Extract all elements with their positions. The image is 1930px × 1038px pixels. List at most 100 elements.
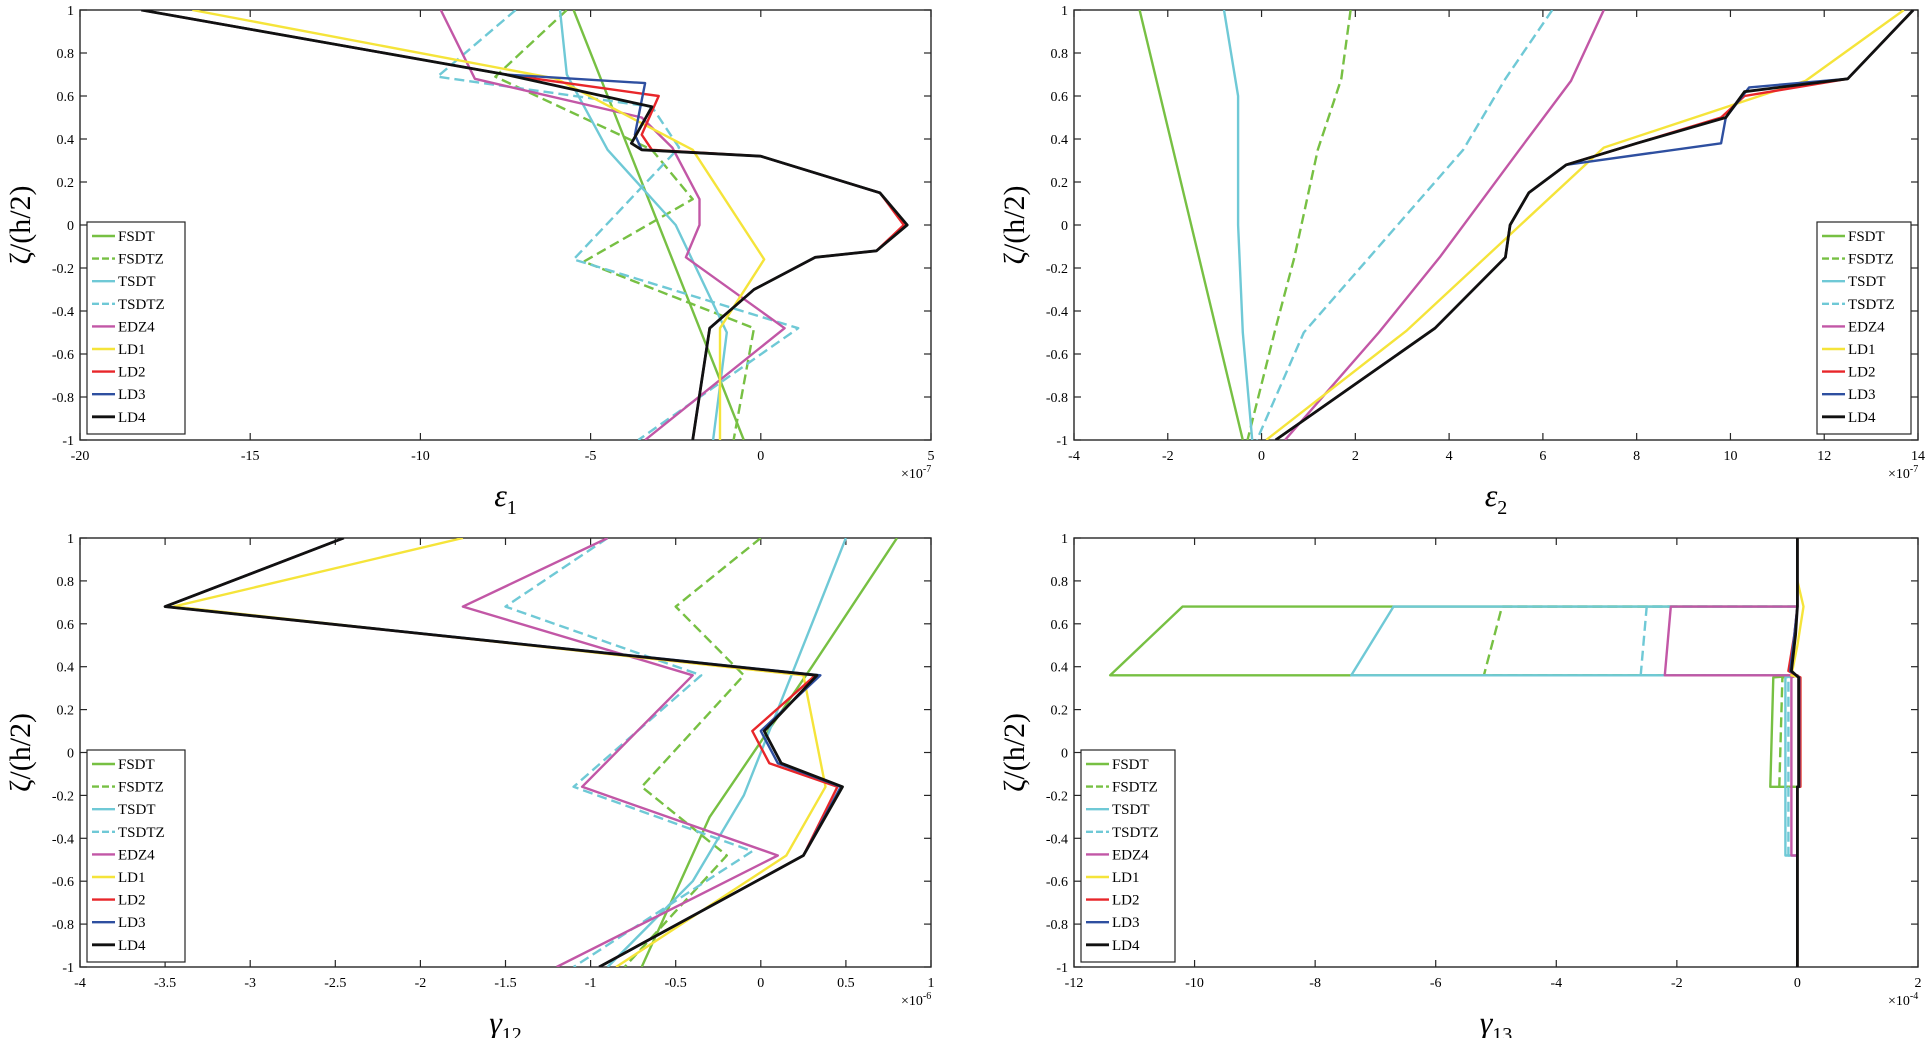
x-tick-label: -2.5 bbox=[324, 976, 346, 991]
x-tick-label: -0.5 bbox=[665, 976, 687, 991]
y-tick-label: 0.2 bbox=[57, 176, 75, 191]
series-line-tsdtz bbox=[504, 538, 754, 967]
y-tick-label: 0.4 bbox=[1051, 133, 1069, 148]
series-line-tsdtz bbox=[436, 10, 800, 440]
series-line-ld1 bbox=[192, 10, 766, 440]
y-tick-label: 0 bbox=[67, 747, 74, 762]
x-axis-label: ε1 bbox=[494, 477, 517, 519]
series-line-ld4 bbox=[1274, 10, 1915, 440]
y-tick-label: 0.8 bbox=[57, 47, 75, 62]
y-tick-label: 0.8 bbox=[1051, 575, 1069, 590]
y-tick-label: -0.6 bbox=[52, 875, 74, 890]
legend-label-ld3: LD3 bbox=[1848, 387, 1876, 403]
legend-label-ld4: LD4 bbox=[1848, 410, 1876, 426]
x-tick-label: 0 bbox=[757, 449, 764, 464]
x-exponent-label: ×10-7 bbox=[901, 464, 931, 482]
x-tick-label: -20 bbox=[71, 449, 90, 464]
y-tick-label: -0.8 bbox=[52, 918, 74, 933]
x-tick-label: 8 bbox=[1633, 449, 1640, 464]
x-tick-label: 2 bbox=[1915, 976, 1922, 991]
x-tick-label: 12 bbox=[1817, 449, 1831, 464]
x-tick-label: -5 bbox=[585, 449, 597, 464]
x-tick-label: -10 bbox=[1185, 976, 1204, 991]
y-tick-label: -0.8 bbox=[52, 391, 74, 406]
y-tick-label: 0.8 bbox=[57, 575, 75, 590]
x-tick-label: 0.5 bbox=[837, 976, 855, 991]
chart-panel-2: -4 -2 0 2 4 6 8 10 12 14 -1 -0.8 -0.6 -0.4 -0.2 0 0.2 0.4… bbox=[998, 4, 1925, 519]
legend-label-ld2: LD2 bbox=[118, 365, 146, 381]
y-axis-label: ζ/(h/2) bbox=[4, 713, 37, 792]
series-group bbox=[1108, 538, 1805, 967]
legend-label-ld4: LD4 bbox=[118, 938, 146, 954]
y-tick-label: 0 bbox=[1061, 219, 1068, 234]
legend-label-tsdt: TSDT bbox=[1848, 274, 1886, 290]
series-line-fsdtz bbox=[1246, 10, 1352, 440]
series-group bbox=[141, 10, 909, 440]
x-tick-label: -12 bbox=[1065, 976, 1084, 991]
y-tick-label: -1 bbox=[1056, 961, 1068, 976]
legend-label-edz4: EDZ4 bbox=[118, 847, 155, 863]
y-tick-label: -1 bbox=[62, 434, 74, 449]
legend-label-tsdtz: TSDTZ bbox=[118, 297, 165, 313]
series-line-tsdt bbox=[606, 538, 848, 967]
y-tick-label: -0.2 bbox=[52, 262, 74, 277]
x-tick-label: 0 bbox=[1258, 449, 1265, 464]
y-tick-label: -0.6 bbox=[1046, 875, 1068, 890]
legend-label-tsdt: TSDT bbox=[118, 274, 156, 290]
chart-panel-3: -4 -3.5 -3 -2.5 -2 -1.5 -1 -0.5 0 0.5 1 -1 -0.8 -0.6 -… bbox=[4, 532, 935, 1038]
x-tick-label: -10 bbox=[411, 449, 430, 464]
legend-box bbox=[86, 221, 186, 435]
y-tick-label: -0.4 bbox=[1046, 305, 1068, 320]
legend-label-ld1: LD1 bbox=[118, 342, 146, 358]
x-exponent-label: ×10-6 bbox=[901, 991, 931, 1009]
legend-label-tsdtz: TSDTZ bbox=[1848, 297, 1895, 313]
x-tick-label: -4 bbox=[74, 976, 86, 991]
y-tick-label: 0.6 bbox=[57, 618, 75, 633]
y-tick-label: -0.4 bbox=[52, 305, 74, 320]
x-tick-label: -8 bbox=[1309, 976, 1321, 991]
series-line-edz4 bbox=[439, 10, 786, 440]
legend-label-edz4: EDZ4 bbox=[1112, 847, 1149, 863]
x-axis-label: ε2 bbox=[1485, 477, 1508, 519]
legend-label-edz4: EDZ4 bbox=[118, 319, 155, 335]
x-tick-label: 2 bbox=[1352, 449, 1359, 464]
legend-label-ld3: LD3 bbox=[118, 387, 146, 403]
series-line-tsdtz bbox=[1255, 10, 1554, 440]
y-tick-label: 1 bbox=[1061, 4, 1068, 19]
y-tick-label: 0.4 bbox=[57, 133, 75, 148]
legend-label-fsdt: FSDT bbox=[118, 229, 155, 245]
series-line-ld4 bbox=[163, 538, 844, 967]
y-tick-label: -0.4 bbox=[1046, 832, 1068, 847]
legend-label-fsdt: FSDT bbox=[1112, 757, 1149, 773]
series-line-fsdt bbox=[572, 10, 745, 440]
y-tick-label: 1 bbox=[1061, 532, 1068, 547]
series-line-edz4 bbox=[461, 538, 779, 967]
x-tick-label: -6 bbox=[1430, 976, 1442, 991]
x-tick-label: 0 bbox=[757, 976, 764, 991]
x-tick-label: -4 bbox=[1550, 976, 1562, 991]
legend: FSDT FSDTZ TSDT TSDTZ EDZ4 LD1 LD2 LD3 LD4 bbox=[1816, 221, 1912, 435]
y-tick-label: -1 bbox=[62, 961, 74, 976]
legend-label-edz4: EDZ4 bbox=[1848, 319, 1885, 335]
series-group bbox=[1138, 10, 1915, 440]
y-tick-label: 0.6 bbox=[1051, 618, 1069, 633]
legend: FSDT FSDTZ TSDT TSDTZ EDZ4 LD1 LD2 LD3 LD4 bbox=[86, 221, 186, 435]
x-tick-label: 0 bbox=[1794, 976, 1801, 991]
legend-label-tsdt: TSDT bbox=[118, 802, 156, 818]
legend-box bbox=[86, 749, 186, 963]
legend-label-ld4: LD4 bbox=[118, 410, 146, 426]
y-tick-label: -0.2 bbox=[1046, 262, 1068, 277]
y-tick-label: 0.2 bbox=[1051, 704, 1069, 719]
x-tick-label: -2 bbox=[415, 976, 427, 991]
series-line-tsdt bbox=[1222, 10, 1254, 440]
series-line-fsdtz bbox=[623, 538, 762, 967]
legend-label-ld2: LD2 bbox=[1848, 365, 1876, 381]
series-line-ld4 bbox=[1790, 538, 1800, 967]
chart-panel-1: -20 -15 -10 -5 0 5 -1 -0.8 -0.6 -0.4 -0.2 0 0.2 0.4 0.… bbox=[4, 4, 935, 519]
y-tick-label: -0.6 bbox=[52, 348, 74, 363]
legend-label-fsdtz: FSDTZ bbox=[118, 780, 164, 796]
y-axis-label: ζ/(h/2) bbox=[998, 185, 1031, 264]
x-tick-label: -1 bbox=[585, 976, 597, 991]
